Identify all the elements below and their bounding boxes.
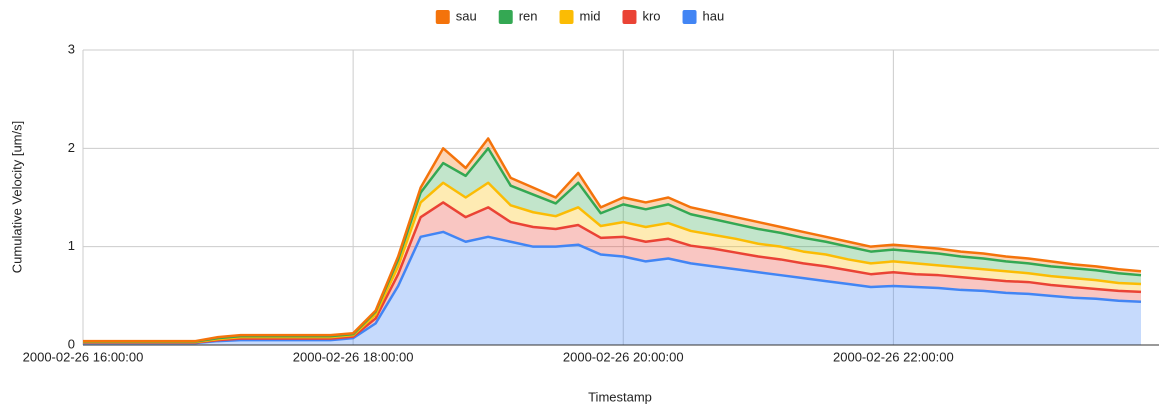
legend-label: kro (642, 8, 660, 23)
y-tick-label: 3 (68, 41, 75, 56)
x-tick-label: 2000-02-26 18:00:00 (293, 349, 414, 364)
x-tick-label: 2000-02-26 22:00:00 (833, 349, 954, 364)
area-fill (83, 231, 1141, 345)
legend-swatch (559, 10, 574, 24)
legend-swatch (622, 10, 637, 24)
series-line (83, 201, 1142, 344)
legend-label: mid (580, 8, 601, 23)
y-axis-label: Cumulative Velocity [um/s] (9, 121, 24, 273)
x-tick-label: 2000-02-26 16:00:00 (23, 349, 144, 364)
legend: sau ren mid kro hau (435, 8, 725, 24)
legend-label: sau (456, 8, 477, 23)
x-tick-label: 2000-02-26 20:00:00 (563, 349, 684, 364)
series-line (83, 137, 1142, 343)
series-line (83, 230, 1142, 345)
y-tick-label: 1 (68, 238, 75, 253)
legend-label: hau (703, 8, 725, 23)
y-tick-label: 2 (68, 140, 75, 155)
legend-swatch (498, 10, 513, 24)
legend-swatch (435, 10, 450, 24)
legend-swatch (682, 10, 697, 24)
y-tick-label: 0 (68, 336, 75, 351)
x-axis-label: Timestamp (588, 389, 652, 404)
legend-label: ren (519, 8, 538, 23)
